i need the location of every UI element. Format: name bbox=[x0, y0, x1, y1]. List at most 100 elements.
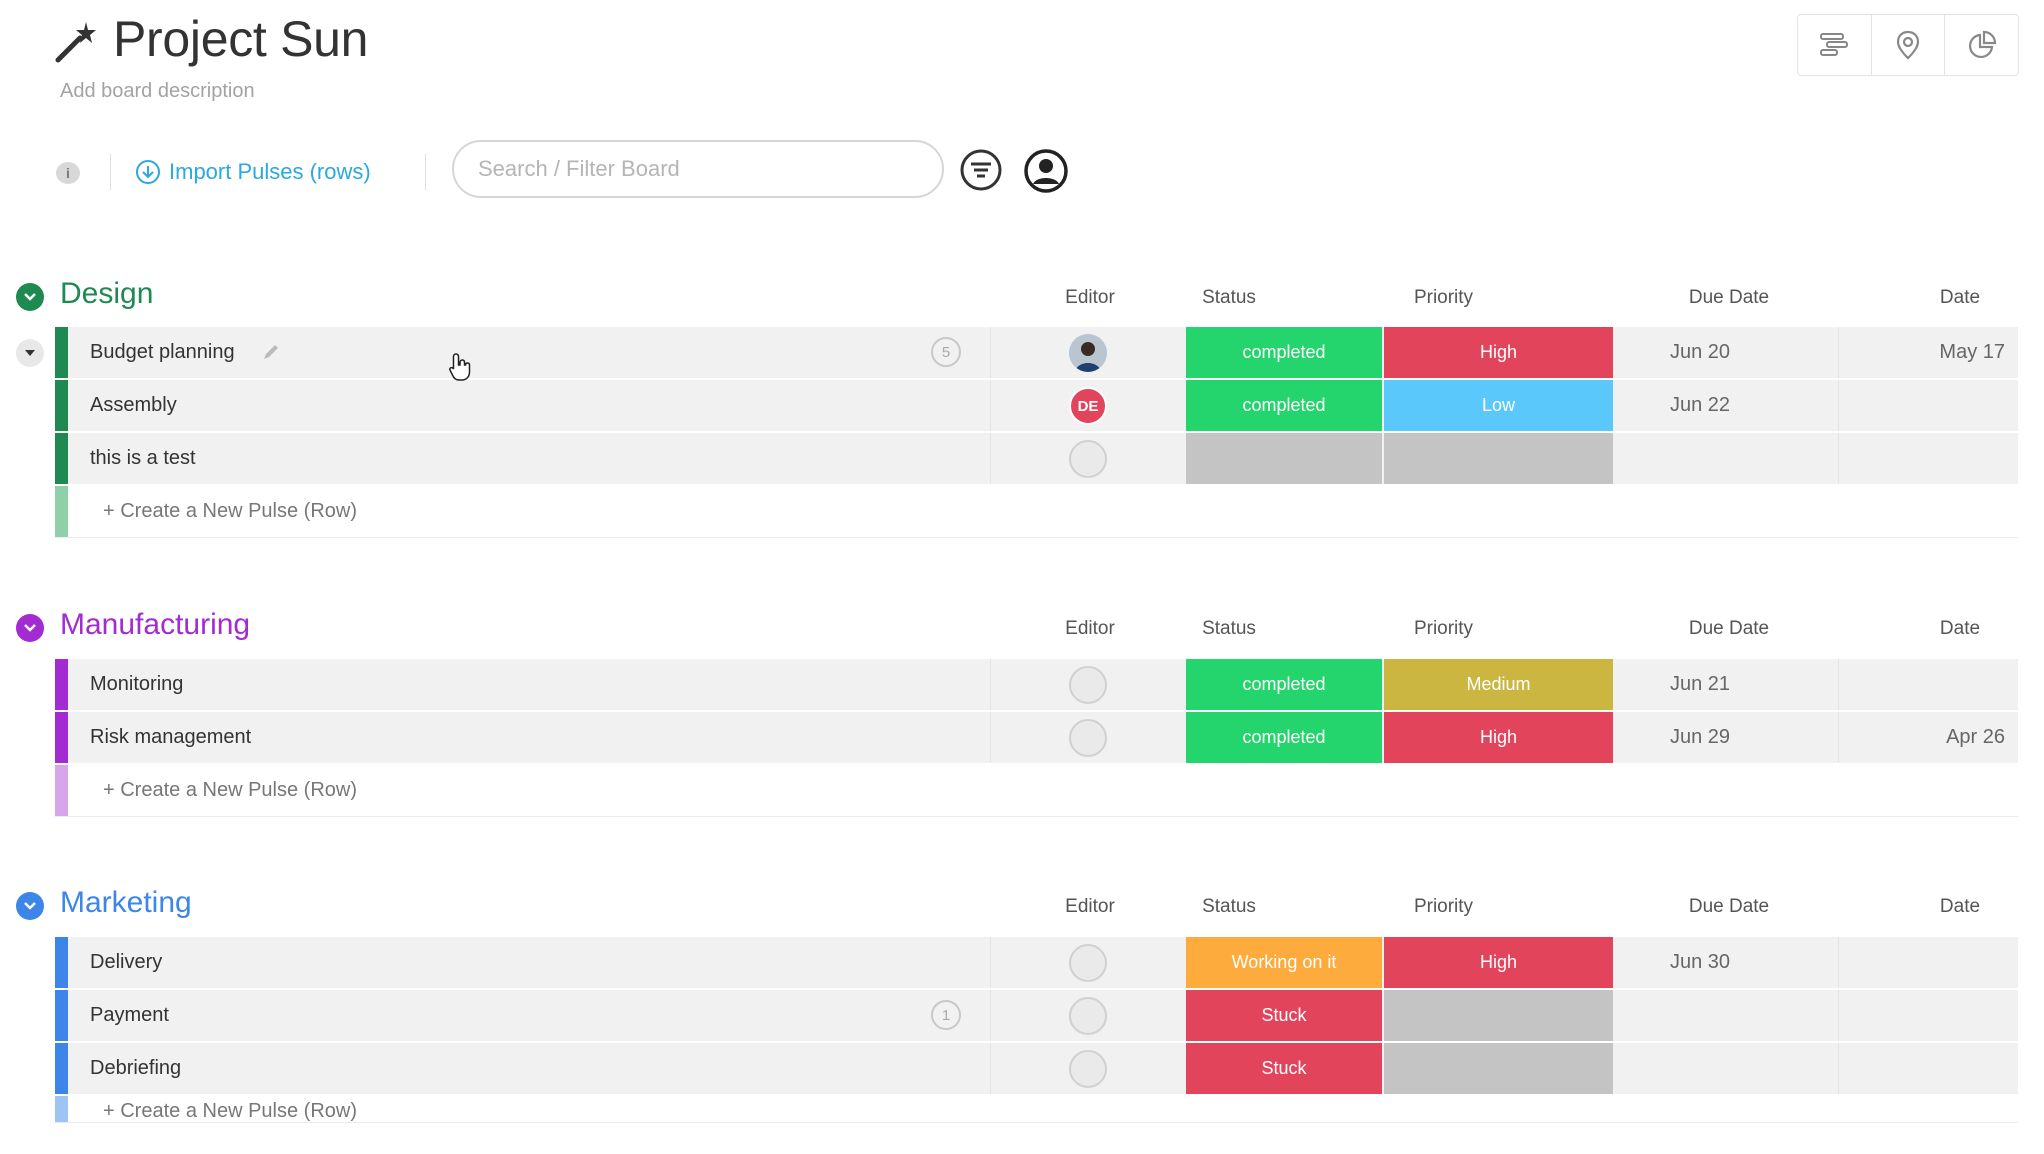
priority-cell[interactable] bbox=[1384, 1043, 1613, 1094]
download-circle-icon bbox=[136, 160, 160, 184]
pulse-name[interactable]: Monitoring bbox=[90, 673, 184, 695]
caret-down-icon bbox=[25, 350, 35, 356]
table-row[interactable]: Payment 1 Stuck bbox=[55, 990, 2018, 1041]
column-header-status[interactable]: Status bbox=[1202, 618, 1256, 639]
editor-avatar[interactable]: DE bbox=[1069, 387, 1107, 425]
person-circle-icon bbox=[1024, 149, 1068, 193]
group-collapse-manufacturing-button[interactable] bbox=[16, 614, 44, 642]
empty-avatar-icon[interactable] bbox=[1069, 666, 1107, 704]
filter-icon bbox=[960, 149, 1002, 191]
column-header-date[interactable]: Date bbox=[1939, 896, 1981, 917]
column-header-date[interactable]: Date bbox=[1939, 618, 1981, 639]
status-cell[interactable]: Stuck bbox=[1186, 1043, 1382, 1094]
pulse-name[interactable]: Payment bbox=[90, 1004, 169, 1026]
editor-avatar[interactable] bbox=[1069, 334, 1107, 372]
empty-avatar-icon[interactable] bbox=[1069, 944, 1107, 982]
priority-cell[interactable] bbox=[1384, 990, 1613, 1041]
table-row[interactable]: Assembly DE completed Low Jun 22 bbox=[55, 380, 2018, 431]
group-title-manufacturing[interactable]: Manufacturing bbox=[60, 608, 251, 641]
filter-button[interactable] bbox=[959, 148, 1003, 192]
table-row[interactable]: Risk management completed High Jun 29 Ap… bbox=[55, 712, 2018, 763]
create-pulse-label[interactable]: + Create a New Pulse (Row) bbox=[103, 500, 357, 522]
status-cell[interactable]: Working on it bbox=[1186, 937, 1382, 988]
status-cell[interactable]: completed bbox=[1186, 659, 1382, 710]
person-filter-button[interactable] bbox=[1023, 148, 1069, 194]
status-cell[interactable]: completed bbox=[1186, 712, 1382, 763]
pie-chart-icon bbox=[1968, 30, 1996, 59]
toolbar-divider bbox=[110, 154, 111, 190]
column-header-status[interactable]: Status bbox=[1202, 287, 1256, 308]
search-filter-input[interactable] bbox=[452, 140, 944, 198]
status-cell[interactable] bbox=[1186, 433, 1382, 484]
timeline-icon bbox=[1820, 33, 1849, 56]
group-collapse-marketing-button[interactable] bbox=[16, 892, 44, 920]
column-header-date[interactable]: Date bbox=[1939, 287, 1981, 308]
import-pulses-label: Import Pulses (rows) bbox=[169, 159, 371, 184]
due-date-cell[interactable]: Jun 20 bbox=[1669, 341, 1731, 363]
column-header-due-date[interactable]: Due Date bbox=[1688, 896, 1770, 917]
priority-cell[interactable]: High bbox=[1384, 327, 1613, 378]
table-row[interactable]: this is a test bbox=[55, 433, 2018, 484]
column-header-editor[interactable]: Editor bbox=[1065, 618, 1115, 639]
priority-cell[interactable]: Low bbox=[1384, 380, 1613, 431]
create-pulse-row[interactable]: + Create a New Pulse (Row) bbox=[55, 1096, 2018, 1123]
date-cell[interactable]: Apr 26 bbox=[1946, 726, 2005, 748]
map-view-button[interactable] bbox=[1872, 15, 1946, 75]
table-row[interactable]: Delivery Working on it High Jun 30 bbox=[55, 937, 2018, 988]
column-header-priority[interactable]: Priority bbox=[1413, 287, 1474, 308]
empty-avatar-icon[interactable] bbox=[1069, 1050, 1107, 1088]
group-collapse-design-button[interactable] bbox=[16, 283, 44, 311]
pencil-icon[interactable] bbox=[261, 342, 281, 367]
timeline-view-button[interactable] bbox=[1798, 15, 1872, 75]
pulse-name[interactable]: Assembly bbox=[90, 394, 177, 416]
empty-avatar-icon[interactable] bbox=[1069, 719, 1107, 757]
board-title[interactable]: Project Sun bbox=[113, 11, 369, 67]
column-header-priority[interactable]: Priority bbox=[1413, 896, 1474, 917]
create-pulse-row[interactable]: + Create a New Pulse (Row) bbox=[55, 765, 2018, 817]
date-cell[interactable]: May 17 bbox=[1939, 341, 2005, 363]
priority-cell[interactable] bbox=[1384, 433, 1613, 484]
create-pulse-label[interactable]: + Create a New Pulse (Row) bbox=[103, 1100, 357, 1122]
create-pulse-row[interactable]: + Create a New Pulse (Row) bbox=[55, 486, 2018, 538]
import-pulses-button[interactable]: Import Pulses (rows) bbox=[135, 154, 371, 190]
updates-count-badge[interactable]: 5 bbox=[931, 337, 961, 367]
pulse-name[interactable]: Delivery bbox=[90, 951, 163, 973]
priority-cell[interactable]: Medium bbox=[1384, 659, 1613, 710]
info-button[interactable]: i bbox=[56, 162, 80, 184]
priority-cell[interactable]: High bbox=[1384, 712, 1613, 763]
empty-avatar-icon[interactable] bbox=[1069, 440, 1107, 478]
pulse-name[interactable]: Budget planning bbox=[90, 341, 235, 363]
create-pulse-label[interactable]: + Create a New Pulse (Row) bbox=[103, 779, 357, 801]
column-header-due-date[interactable]: Due Date bbox=[1688, 287, 1770, 308]
column-header-status[interactable]: Status bbox=[1202, 896, 1256, 917]
status-cell[interactable]: completed bbox=[1186, 380, 1382, 431]
board-description[interactable]: Add board description bbox=[60, 80, 255, 102]
table-row[interactable]: Budget planning 5 completed High Jun 20 … bbox=[55, 327, 2018, 378]
pulse-name[interactable]: Debriefing bbox=[90, 1057, 182, 1079]
column-header-editor[interactable]: Editor bbox=[1065, 287, 1115, 308]
table-row[interactable]: Debriefing Stuck bbox=[55, 1043, 2018, 1094]
due-date-cell[interactable]: Jun 29 bbox=[1669, 726, 1731, 748]
status-cell[interactable]: Stuck bbox=[1186, 990, 1382, 1041]
board-view-toolbar bbox=[1797, 14, 2019, 76]
status-cell[interactable]: completed bbox=[1186, 327, 1382, 378]
priority-cell[interactable]: High bbox=[1384, 937, 1613, 988]
toolbar-divider bbox=[425, 154, 426, 190]
due-date-cell[interactable]: Jun 30 bbox=[1669, 951, 1731, 973]
group-title-marketing[interactable]: Marketing bbox=[60, 886, 192, 919]
due-date-cell[interactable]: Jun 22 bbox=[1669, 394, 1731, 416]
chevron-down-icon bbox=[24, 902, 36, 910]
pulse-name[interactable]: this is a test bbox=[90, 447, 196, 469]
table-row[interactable]: Monitoring completed Medium Jun 21 bbox=[55, 659, 2018, 710]
chevron-down-icon bbox=[24, 624, 36, 632]
column-header-priority[interactable]: Priority bbox=[1413, 618, 1474, 639]
row-expand-button[interactable] bbox=[16, 339, 44, 367]
due-date-cell[interactable]: Jun 21 bbox=[1669, 673, 1731, 695]
column-header-editor[interactable]: Editor bbox=[1065, 896, 1115, 917]
empty-avatar-icon[interactable] bbox=[1069, 997, 1107, 1035]
group-title-design[interactable]: Design bbox=[60, 277, 154, 310]
chart-view-button[interactable] bbox=[1945, 15, 2018, 75]
updates-count-badge[interactable]: 1 bbox=[931, 1000, 961, 1030]
column-header-due-date[interactable]: Due Date bbox=[1688, 618, 1770, 639]
pulse-name[interactable]: Risk management bbox=[90, 726, 252, 748]
